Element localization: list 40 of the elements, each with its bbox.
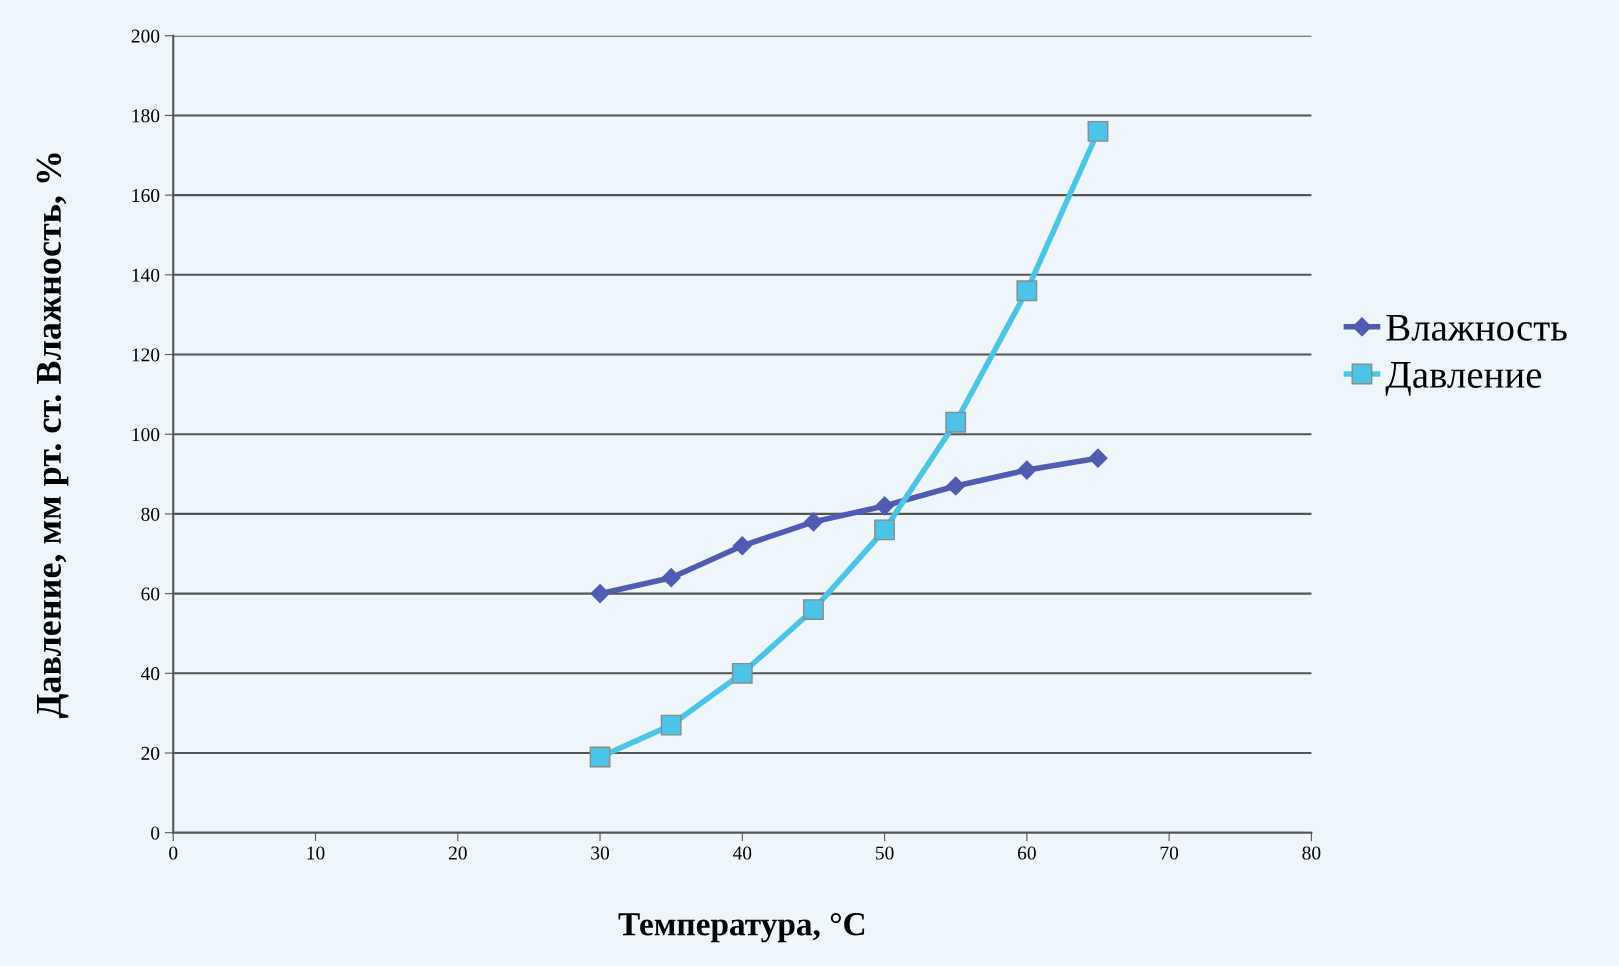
legend-label: Влажность [1386, 314, 1567, 341]
point [731, 662, 753, 684]
point [661, 568, 681, 588]
y-tick-label: 0 [151, 826, 160, 840]
point [590, 584, 610, 604]
point [946, 476, 966, 496]
point [874, 519, 895, 541]
x-tick-label: 40 [732, 846, 752, 860]
y-axis-title: Давление, мм рт. ст. Влажность, % [36, 153, 69, 719]
y-tick-label: 60 [141, 587, 160, 601]
point [1088, 448, 1108, 468]
y-tick-label: 100 [132, 428, 160, 442]
point [660, 714, 682, 736]
x-tick-label: 0 [169, 846, 178, 860]
y-tick-label: 160 [132, 188, 160, 203]
y-tick-label: 180 [132, 109, 160, 123]
x-axis-title: Температура, °C [618, 913, 865, 943]
point [732, 536, 752, 556]
y-tick-label: 20 [141, 746, 160, 760]
point [1087, 120, 1109, 142]
x-tick-label: 60 [1017, 846, 1036, 860]
point [1016, 280, 1038, 302]
point [803, 512, 823, 532]
x-tick-label: 10 [307, 846, 325, 860]
y-tick-label: 80 [141, 507, 160, 521]
x-tick-label: 50 [875, 846, 894, 860]
x-tick-label: 80 [1302, 846, 1321, 860]
point [875, 496, 895, 516]
x-tick-label: 30 [591, 846, 610, 860]
legend-label: Давление [1385, 362, 1542, 396]
point [1017, 460, 1037, 480]
y-tick-label: 140 [132, 268, 160, 282]
point [803, 599, 824, 620]
point [589, 746, 611, 768]
point [945, 411, 967, 433]
x-tick-label: 70 [1160, 846, 1179, 860]
x-tick-label: 20 [448, 846, 467, 860]
y-tick-label: 200 [131, 29, 160, 43]
y-tick-label: 40 [140, 667, 160, 681]
y-tick-label: 120 [132, 348, 160, 362]
